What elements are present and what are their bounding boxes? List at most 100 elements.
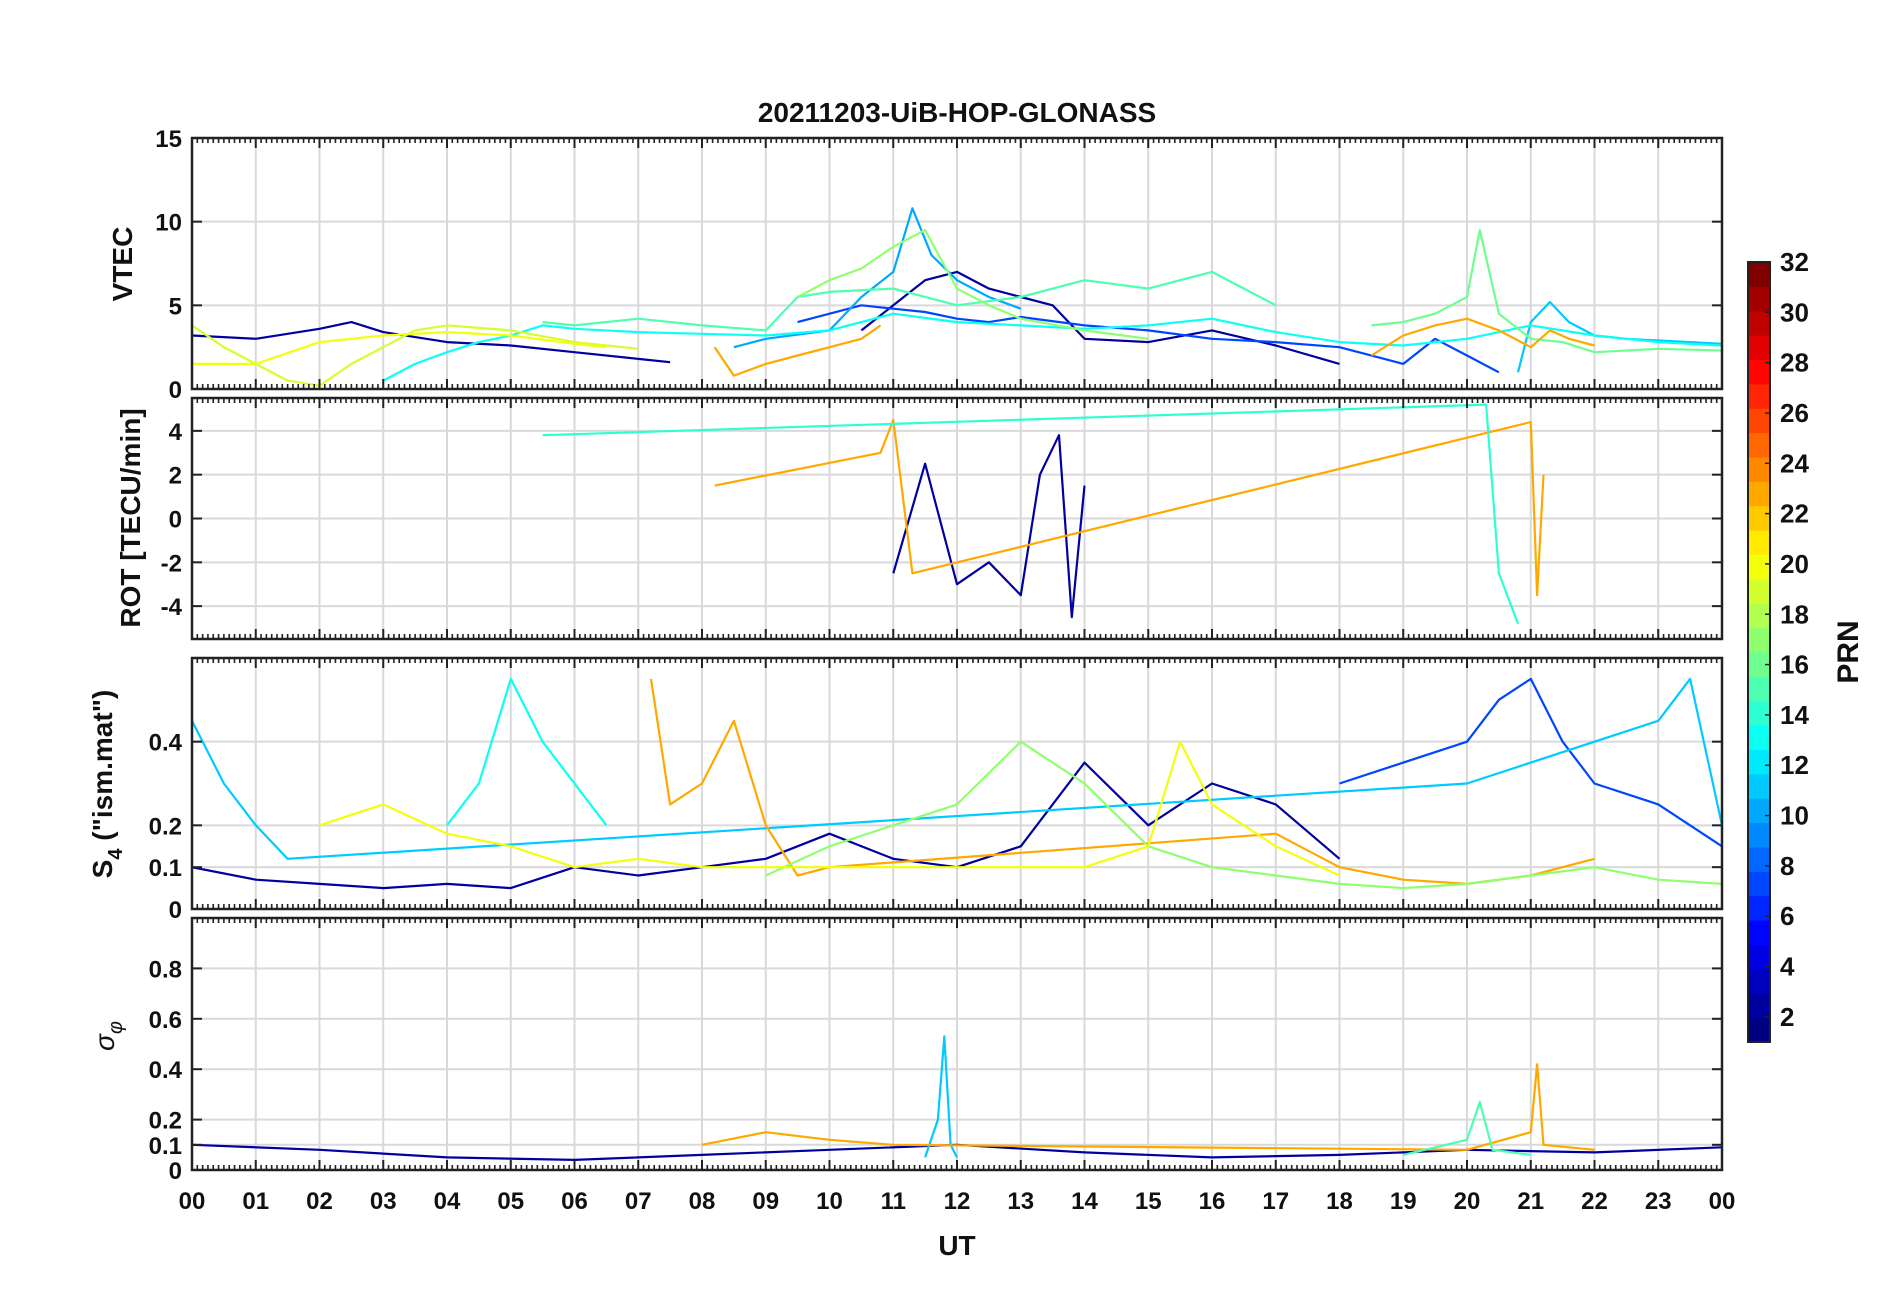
colorbar-cell: [1748, 652, 1770, 677]
y-tick-label: 0.2: [149, 813, 182, 840]
x-tick-label: 00: [1709, 1188, 1736, 1215]
colorbar-tick-label: 6: [1780, 901, 1794, 931]
x-tick-labels: 00 01 02 03 04 05 06 07 08 09 10 11 12 13 14 15 16 17 18 19…: [179, 1188, 1736, 1215]
colorbar-cell: [1748, 871, 1770, 897]
x-tick-label: 07: [625, 1188, 652, 1215]
colorbar-cell: [1748, 286, 1770, 312]
x-tick-label: 22: [1581, 1188, 1608, 1215]
x-tick-label: 02: [306, 1188, 333, 1215]
x-tick-label: 19: [1390, 1188, 1417, 1215]
vtec-ytick-labels: 0 5 10 15: [155, 126, 182, 404]
s4-grid: [192, 658, 1722, 909]
colorbar-tick-label: 30: [1780, 297, 1809, 327]
colorbar-cell: [1748, 749, 1770, 775]
colorbar-tick-label: 18: [1780, 599, 1809, 629]
sigma-phi-ytick-labels: 00.10.2 0.4 0.6 0.8: [149, 956, 183, 1185]
series-line: [1371, 228, 1722, 354]
series-line: [797, 304, 1500, 374]
series-line: [319, 740, 1340, 877]
s4-ytick-labels: 0 0.1 0.2 0.4: [149, 730, 183, 924]
series-line: [713, 324, 882, 377]
y-tick-label: 0.1: [149, 1133, 182, 1160]
series-line: [701, 1063, 1595, 1151]
colorbar-cell: [1748, 383, 1770, 409]
y-tick-label: -4: [161, 594, 183, 621]
colorbar-cell: [1748, 822, 1770, 848]
colorbar-tick-label: 8: [1780, 851, 1794, 881]
colorbar-tick-label: 2: [1780, 1002, 1794, 1032]
series-line: [733, 207, 1022, 349]
x-tick-label: 05: [497, 1188, 524, 1215]
figure-title: 20211203-UiB-HOP-GLONASS: [758, 97, 1156, 128]
y-tick-label: 0: [169, 507, 182, 534]
y-tick-label: 5: [169, 293, 182, 320]
colorbar-cell: [1748, 798, 1770, 824]
sigma-phi-ylabel: σφ: [89, 1021, 127, 1051]
vtec-grid: [192, 138, 1722, 389]
s4-ylabel-sub: 4: [105, 848, 127, 860]
series-line: [892, 434, 1086, 619]
series-line: [1403, 1100, 1531, 1156]
x-tick-label: 09: [752, 1188, 779, 1215]
series-line: [714, 418, 1545, 597]
x-tick-label: 11: [881, 1188, 906, 1215]
series-line: [192, 324, 639, 387]
series-line: [797, 228, 1149, 340]
colorbar-cell: [1748, 993, 1770, 1019]
x-tick-label: 18: [1326, 1188, 1353, 1215]
colorbar-cell: [1748, 481, 1770, 507]
x-axis-label: UT: [938, 1230, 975, 1261]
colorbar-tick-label: 26: [1780, 398, 1809, 428]
series-line: [192, 677, 1722, 860]
x-tick-label: 12: [944, 1188, 971, 1215]
y-tick-label: 0.6: [149, 1007, 182, 1034]
colorbar-tick-label: 24: [1780, 448, 1809, 478]
y-tick-label: 0.1: [149, 855, 182, 882]
rot-series: [542, 403, 1545, 625]
x-tick-label: 13: [1007, 1188, 1034, 1215]
x-tick-label: 00: [179, 1188, 206, 1215]
colorbar-cell: [1748, 505, 1770, 531]
y-tick-label: 0: [169, 1158, 182, 1185]
panel-s4: 0 0.1 0.2 0.4 S4 ("ism.mat"): [87, 656, 1724, 924]
colorbar-cell: [1748, 725, 1770, 750]
sigma-phi-ylabel-main: σ: [89, 1033, 120, 1051]
panel-rot: -4 -2 0 2 4 ROT [TECU/min]: [115, 396, 1724, 641]
y-tick-label: 2: [169, 463, 182, 490]
colorbar-cell: [1748, 773, 1770, 799]
s4-ylabel-rest: ("ism.mat"): [87, 690, 118, 849]
s4-ylabel: S4 ("ism.mat"): [87, 690, 127, 879]
colorbar-frame: [1747, 261, 1771, 1043]
colorbar-cell: [1748, 530, 1770, 555]
rot-ytick-labels: -4 -2 0 2 4: [161, 419, 183, 621]
colorbar-cell: [1748, 457, 1770, 482]
x-tick-label: 17: [1262, 1188, 1289, 1215]
x-tick-label: 08: [689, 1188, 716, 1215]
y-tick-label: 15: [155, 126, 182, 153]
colorbar-tick-label: 22: [1780, 499, 1809, 529]
y-tick-label: 10: [155, 210, 182, 237]
colorbar-tick-label: 4: [1780, 952, 1795, 982]
rot-grid: [192, 398, 1722, 639]
y-tick-label: 0.4: [149, 1057, 183, 1084]
y-tick-label: 0: [169, 377, 182, 404]
colorbar-tick-label: 12: [1780, 750, 1809, 780]
series-line: [542, 403, 1520, 625]
x-tick-label: 10: [816, 1188, 843, 1215]
sigma-phi-ticks: [191, 918, 1723, 1171]
x-tick-label: 21: [1517, 1188, 1544, 1215]
y-tick-label: 0: [169, 897, 182, 924]
series-line: [649, 678, 1595, 886]
series-line: [860, 270, 1340, 365]
colorbar-cell: [1748, 968, 1770, 994]
vtec-ticks: [191, 137, 1723, 390]
vtec-series: [192, 207, 1722, 387]
colorbar-tick-label: 32: [1780, 247, 1809, 277]
series-line: [446, 677, 608, 826]
series-line: [192, 331, 607, 365]
y-tick-label: -2: [161, 550, 182, 577]
colorbar-cell: [1748, 359, 1770, 385]
